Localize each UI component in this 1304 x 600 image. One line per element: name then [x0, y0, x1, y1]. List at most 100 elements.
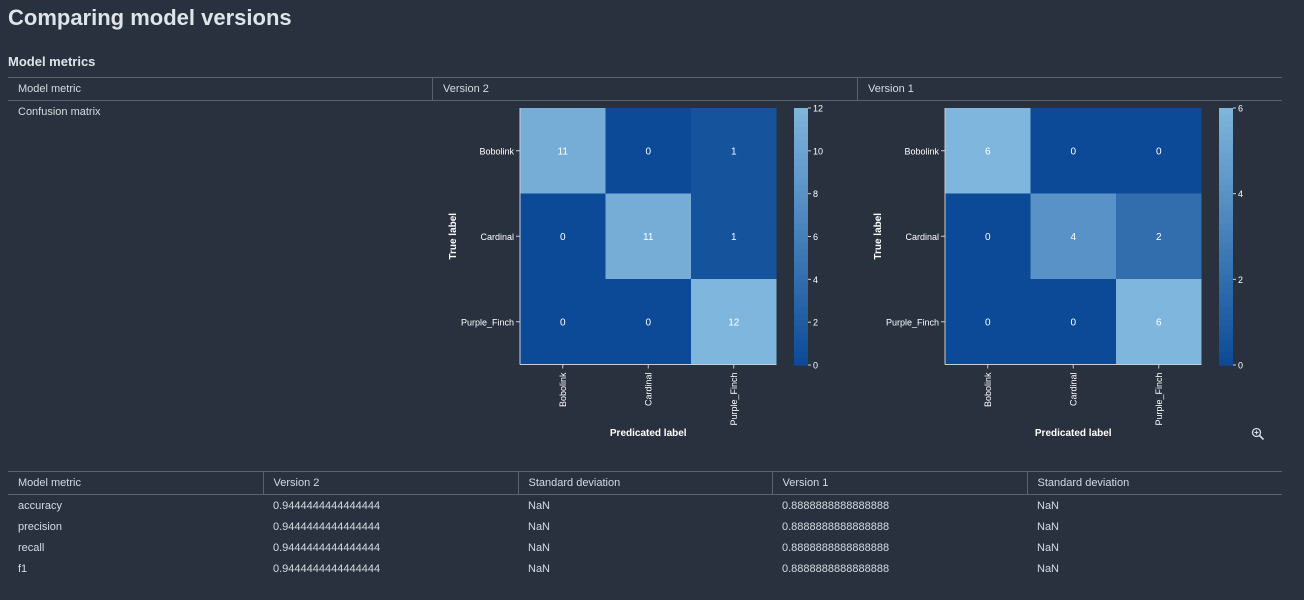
cell-metric: recall [18, 541, 45, 554]
cell-std-v1: NaN [1037, 520, 1060, 533]
heatmap-cell-label: 6 [1156, 317, 1162, 328]
colorbar-segment [1219, 326, 1233, 334]
table-row: f1 0.9444444444444444 NaN 0.888888888888… [8, 558, 1282, 579]
colorbar-segment [1219, 185, 1233, 193]
colorbar-segment [1219, 313, 1233, 321]
colorbar-segment [1219, 287, 1233, 295]
page-title: Comparing model versions [8, 5, 292, 30]
colorbar-segment [1219, 223, 1233, 231]
colorbar-segment [794, 159, 808, 167]
colorbar-tick-label: 6 [1238, 104, 1243, 114]
colorbar-segment [794, 127, 808, 135]
heatmap-cell-label: 11 [558, 146, 569, 157]
colorbar-tick-label: 8 [813, 189, 818, 199]
heatmap-cell [520, 193, 606, 279]
heatmap-cell-label: 1 [731, 232, 737, 243]
x-tick-label: Cardinal [643, 373, 653, 407]
colorbar-segment [1219, 204, 1233, 212]
metrics-table-header: Model metric Version 2 Standard deviatio… [8, 471, 1282, 495]
colorbar-segment [1219, 108, 1233, 116]
heatmap-cell-label: 11 [643, 232, 654, 243]
colorbar-segment [1219, 133, 1233, 141]
colorbar-segment [794, 339, 808, 347]
colorbar-tick-label: 6 [813, 232, 818, 242]
heatmap-cell [945, 108, 1031, 194]
colorbar-segment [1219, 172, 1233, 180]
colorbar-segment [794, 236, 808, 244]
colorbar-segment [794, 300, 808, 308]
colorbar-segment [794, 358, 808, 366]
colorbar-segment [794, 345, 808, 353]
colorbar-segment [794, 281, 808, 289]
colorbar-segment [1219, 352, 1233, 360]
colorbar-segment [794, 307, 808, 315]
cell-metric: f1 [18, 562, 28, 575]
colorbar-segment [1219, 281, 1233, 289]
colorbar-segment [794, 191, 808, 199]
colorbar-segment [1219, 127, 1233, 135]
heatmap-cell [1116, 108, 1202, 194]
colorbar-segment [794, 313, 808, 321]
cell-std-v2: NaN [528, 520, 551, 533]
colorbar-segment [1219, 242, 1233, 250]
colorbar-segment [794, 140, 808, 148]
colorbar-segment [1219, 191, 1233, 199]
heatmap-cell [605, 108, 691, 194]
heatmap-cell-label: 4 [1070, 232, 1076, 243]
colorbar-segment [794, 210, 808, 218]
colorbar-segment [1219, 120, 1233, 128]
colorbar-segment [794, 268, 808, 276]
colorbar-segment [794, 255, 808, 263]
heatmap-cell-label: 1 [731, 146, 737, 157]
colorbar-segment [794, 320, 808, 328]
heatmap-cell [945, 193, 1031, 279]
cell-metric: precision [18, 520, 63, 533]
x-tick-label: Bobolink [558, 372, 568, 407]
y-tick-label: Cardinal [480, 232, 514, 242]
th-std-dev-v2: Standard deviation [517, 471, 772, 495]
colorbar-segment [794, 230, 808, 238]
y-tick-label: Bobolink [904, 146, 939, 156]
cell-v2: 0.9444444444444444 [273, 499, 381, 512]
colorbar-segment [794, 197, 808, 205]
colorbar-segment [794, 352, 808, 360]
colorbar-segment [794, 146, 808, 154]
colorbar-segment [1219, 178, 1233, 186]
colorbar-segment [1219, 249, 1233, 257]
th-version-1: Version 1 [771, 471, 1027, 495]
heatmap-cell [691, 193, 777, 279]
colorbar-segment [1219, 358, 1233, 366]
heatmap-cell [1116, 193, 1202, 279]
table-row: accuracy 0.9444444444444444 NaN 0.888888… [8, 495, 1282, 517]
metrics-header-row: Model metric Version 2 Version 1 [8, 77, 1282, 101]
colorbar-segment [1219, 339, 1233, 347]
cell-std-v1: NaN [1037, 541, 1060, 554]
colorbar-segment [1219, 268, 1233, 276]
colorbar-segment [794, 178, 808, 186]
confusion-matrix-label: Confusion matrix [18, 106, 101, 118]
colorbar-segment [794, 172, 808, 180]
colorbar-tick-label: 0 [1238, 361, 1243, 371]
heatmap-cell-label: 0 [1156, 146, 1162, 157]
heatmap-cell-label: 0 [1070, 317, 1076, 328]
zoom-in-icon[interactable] [1251, 427, 1265, 441]
heatmap-cell-label: 0 [560, 232, 566, 243]
cell-v1: 0.8888888888888888 [782, 499, 890, 512]
th-std-dev-v1: Standard deviation [1026, 471, 1282, 495]
colorbar-tick-label: 4 [813, 275, 818, 285]
colorbar-segment [794, 275, 808, 283]
cell-std-v2: NaN [528, 541, 551, 554]
heatmap-cell-label: 6 [985, 146, 991, 157]
colorbar-segment [1219, 146, 1233, 154]
y-tick-label: Purple_Finch [461, 317, 514, 327]
x-axis-title: Predicated label [610, 428, 687, 439]
x-tick-label: Cardinal [1068, 373, 1078, 407]
cell-v1: 0.8888888888888888 [782, 562, 890, 575]
cell-std-v1: NaN [1037, 562, 1060, 575]
colorbar-tick-label: 12 [813, 104, 823, 114]
heatmap-cell [520, 279, 606, 365]
colorbar-segment [1219, 152, 1233, 160]
heatmap-cell-label: 0 [1070, 146, 1076, 157]
th-version-2: Version 2 [262, 471, 518, 495]
heatmap-cell-label: 0 [560, 317, 566, 328]
